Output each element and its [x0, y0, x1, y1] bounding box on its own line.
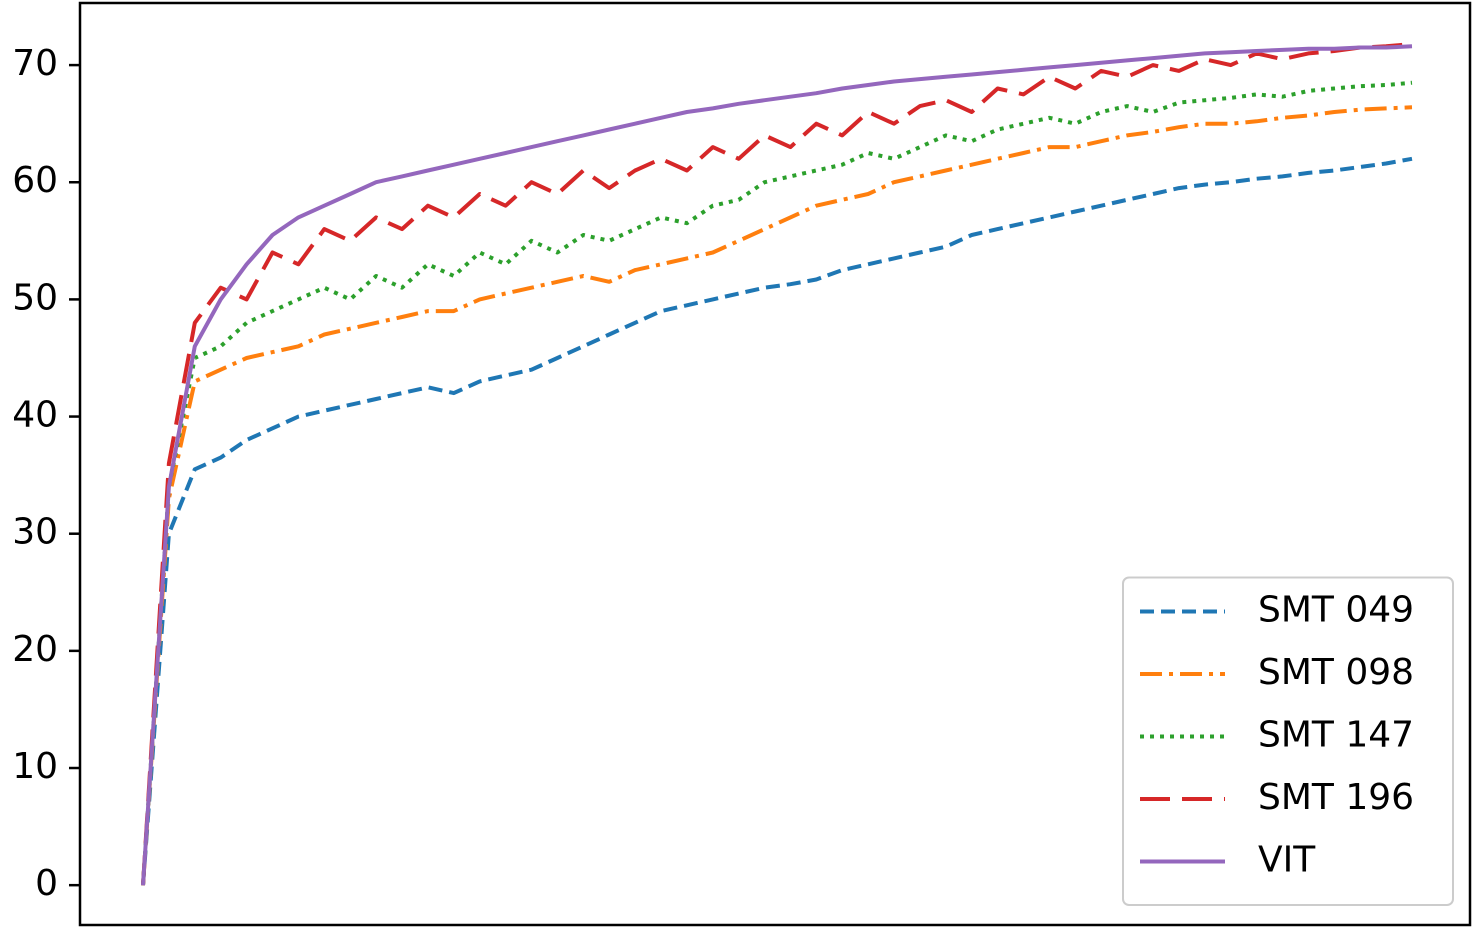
legend-label: SMT 196: [1258, 777, 1414, 818]
y-tick-label: 60: [12, 160, 58, 201]
y-tick-label: 70: [12, 43, 58, 84]
y-tick-label: 50: [12, 277, 58, 318]
legend-label: VIT: [1258, 840, 1316, 881]
y-tick-label: 40: [12, 395, 58, 436]
series-line: [141, 42, 1413, 886]
series-line: [141, 80, 1413, 886]
legend-label: SMT 049: [1258, 590, 1414, 631]
plot-frame: [78, 1, 1472, 927]
y-tick-label: 30: [12, 512, 58, 553]
series-line: [141, 156, 1413, 886]
y-tick-label: 20: [12, 629, 58, 670]
y-tick-label: 0: [35, 863, 58, 904]
legend-label: SMT 098: [1258, 652, 1414, 693]
legend-box: [1122, 576, 1454, 906]
legend-label: SMT 147: [1258, 715, 1414, 756]
series-line: [141, 44, 1413, 886]
y-tick-label: 10: [12, 746, 58, 787]
